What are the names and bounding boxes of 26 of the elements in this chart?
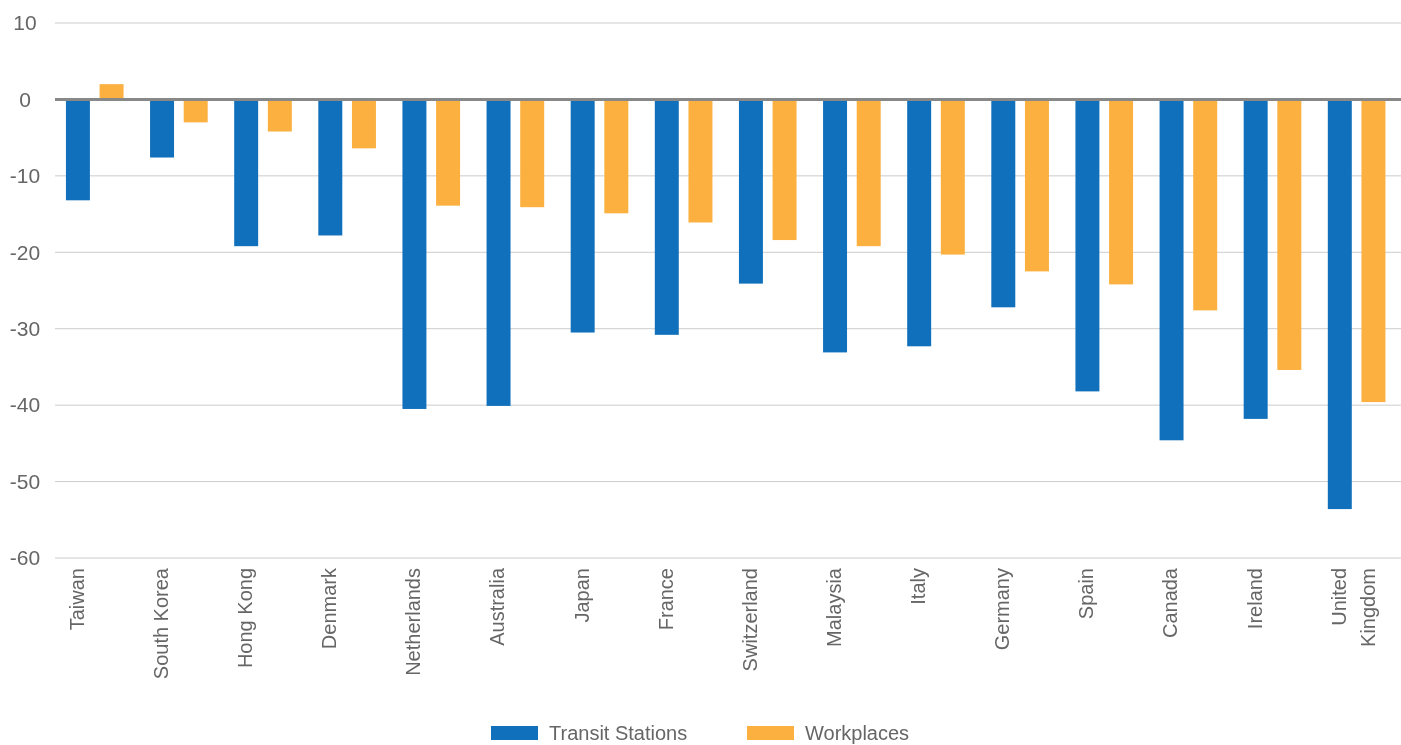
y-tick-label: 0 <box>19 87 31 111</box>
x-tick-label: Malaysia <box>823 567 845 647</box>
x-tick-label: Australia <box>486 567 509 646</box>
legend-label: Workplaces <box>805 722 910 744</box>
y-tick-label: -10 <box>9 164 41 188</box>
y-tick-label: -20 <box>9 240 41 264</box>
x-tick-label: United Kingdom <box>1327 568 1379 647</box>
x-tick-label: Ireland <box>1243 568 1266 630</box>
y-tick-label: -30 <box>9 317 41 341</box>
y-tick-label: -60 <box>9 546 41 570</box>
x-tick-label: Hong Kong <box>234 568 257 669</box>
legend-label: Transit Stations <box>549 722 688 744</box>
y-tick-label: 10 <box>13 11 37 35</box>
y-tick-label: -40 <box>9 393 41 417</box>
x-tick-label: Switzerland <box>738 568 761 672</box>
x-tick-label: Canada <box>1159 567 1182 639</box>
x-tick-label: Denmark <box>318 567 341 650</box>
y-tick-label: -50 <box>9 469 41 493</box>
x-tick-label: Spain <box>1075 568 1098 620</box>
x-tick-label: France <box>654 568 677 631</box>
x-tick-label: Japan <box>570 568 593 623</box>
x-tick-label: South Korea <box>150 567 172 680</box>
x-tick-label: Italy <box>907 568 930 605</box>
x-tick-label: Germany <box>991 568 1014 651</box>
x-tick-label: Netherlands <box>402 568 425 676</box>
x-tick-label: Taiwan <box>65 568 88 631</box>
